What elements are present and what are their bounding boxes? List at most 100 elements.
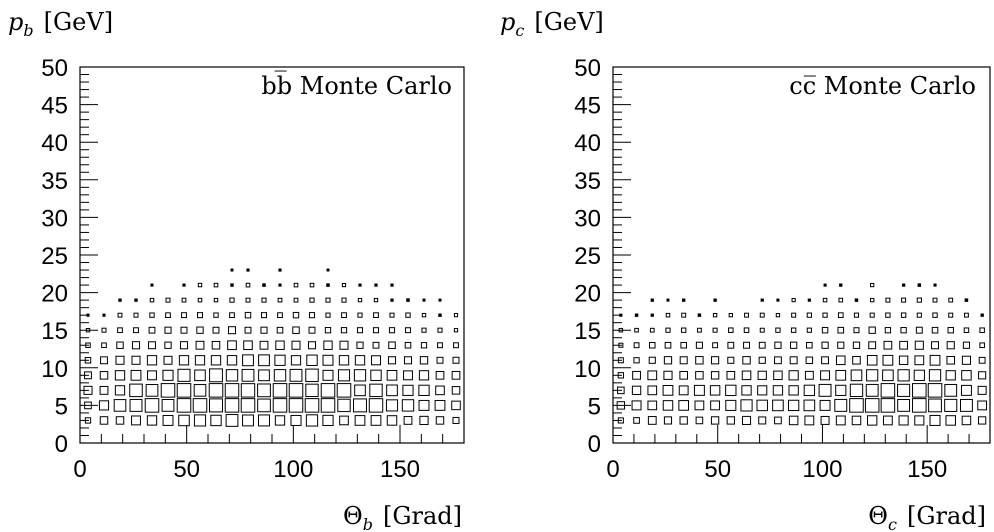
heatmap-cell <box>693 384 705 396</box>
heatmap-cell <box>929 354 941 366</box>
heatmap-cell <box>278 268 282 272</box>
heatmap-cell <box>244 326 252 334</box>
heatmap-cell <box>308 326 316 334</box>
heatmap-cell <box>916 297 922 303</box>
heatmap-cell <box>727 341 735 349</box>
heatmap-cell <box>806 327 812 333</box>
heatmap-cell <box>435 385 445 396</box>
heatmap-cell <box>325 312 331 318</box>
heatmap-cell <box>133 312 139 318</box>
heatmap-cell <box>389 312 395 318</box>
heatmap-cell <box>944 398 958 412</box>
heatmap-cell <box>945 415 956 426</box>
heatmap-cell <box>665 312 671 318</box>
heatmap-cell <box>788 370 799 381</box>
heatmap-cell <box>418 370 430 381</box>
heatmap-cell <box>882 354 894 366</box>
heatmap-cell <box>772 399 784 412</box>
heatmap-cell <box>681 327 687 333</box>
heatmap-cell <box>209 368 223 383</box>
right-axis-ticks <box>612 66 991 444</box>
heatmap-cell <box>821 326 829 334</box>
x-tick-label: 150 <box>380 456 420 483</box>
heatmap-cell <box>711 356 720 365</box>
heatmap-cell <box>852 341 861 349</box>
heatmap-cell <box>305 414 319 427</box>
heatmap-cell <box>290 355 302 366</box>
heatmap-cell <box>820 415 830 425</box>
heatmap-cell <box>963 327 970 333</box>
heatmap-cell <box>116 341 124 349</box>
heatmap-cell <box>418 384 430 397</box>
heatmap-cell <box>804 415 815 426</box>
heatmap-cell <box>131 341 141 350</box>
heatmap-cell <box>775 327 781 333</box>
heatmap-cell <box>245 282 251 288</box>
heatmap-cell <box>358 283 362 287</box>
left-y-axis-title: pb [GeV] <box>8 8 113 40</box>
heatmap-cell <box>835 355 846 366</box>
heatmap-cell <box>320 398 336 413</box>
y-tick-label: 40 <box>41 130 68 157</box>
heatmap-cell <box>274 354 286 366</box>
heatmap-cell <box>788 399 800 412</box>
heatmap-cell <box>788 385 799 396</box>
heatmap-cell <box>806 312 812 318</box>
heatmap-cell <box>776 298 780 302</box>
heatmap-cell <box>338 355 350 366</box>
heatmap-cell <box>258 354 270 367</box>
left-x-tick-labels: 0 50 100 150 <box>73 456 420 483</box>
heatmap-cell <box>278 283 282 287</box>
heatmap-cell <box>388 327 396 334</box>
heatmap-cell <box>453 328 459 333</box>
heatmap-cell <box>118 298 122 302</box>
heatmap-cell <box>772 385 784 396</box>
heatmap-cell <box>146 355 158 366</box>
heatmap-cell <box>897 383 911 397</box>
heatmap-cell <box>885 297 891 303</box>
heatmap-cell <box>101 327 107 333</box>
heatmap-cell <box>835 369 847 381</box>
heatmap-cell <box>390 283 394 287</box>
heatmap-cell <box>931 341 940 350</box>
heatmap-cell <box>853 327 860 334</box>
heatmap-cell <box>946 355 956 365</box>
heatmap-cell <box>678 385 689 396</box>
heatmap-cell <box>897 398 911 412</box>
y-tick-label: 25 <box>574 243 601 270</box>
heatmap-cell <box>869 297 875 303</box>
heatmap-cell <box>210 355 222 366</box>
heatmap-cell <box>928 369 942 382</box>
heatmap-cell <box>405 312 411 318</box>
heatmap-cell <box>839 283 843 287</box>
heatmap-cell <box>867 415 878 426</box>
heatmap-cell <box>789 356 798 365</box>
left-x-axis-title: Θb [Grad] <box>343 502 462 532</box>
heatmap-cell <box>341 297 347 303</box>
heatmap-cell <box>647 370 658 381</box>
heatmap-cell <box>632 370 641 380</box>
heatmap-cell <box>373 312 379 319</box>
heatmap-cell <box>229 297 235 303</box>
heatmap-cell <box>865 383 879 397</box>
heatmap-cell <box>759 312 765 318</box>
heatmap-cell <box>99 385 109 395</box>
y-tick-label: 30 <box>574 205 601 232</box>
heatmap-cell <box>245 297 251 303</box>
heatmap-cell <box>696 327 702 333</box>
heatmap-cell <box>742 356 751 365</box>
heatmap-cell <box>437 342 443 349</box>
heatmap-cell <box>210 414 222 427</box>
heatmap-cell <box>850 369 863 382</box>
heatmap-cell <box>230 283 234 287</box>
heatmap-cell <box>257 398 271 413</box>
heatmap-cell <box>164 341 172 349</box>
y-tick-label: 35 <box>574 168 601 195</box>
heatmap-cell <box>290 414 302 426</box>
heatmap-cell <box>197 282 203 288</box>
y-tick-label: 45 <box>574 93 601 120</box>
heatmap-cell <box>916 312 922 318</box>
heatmap-cell <box>743 341 750 349</box>
heatmap-cell <box>388 341 396 350</box>
heatmap-cell <box>370 415 382 426</box>
